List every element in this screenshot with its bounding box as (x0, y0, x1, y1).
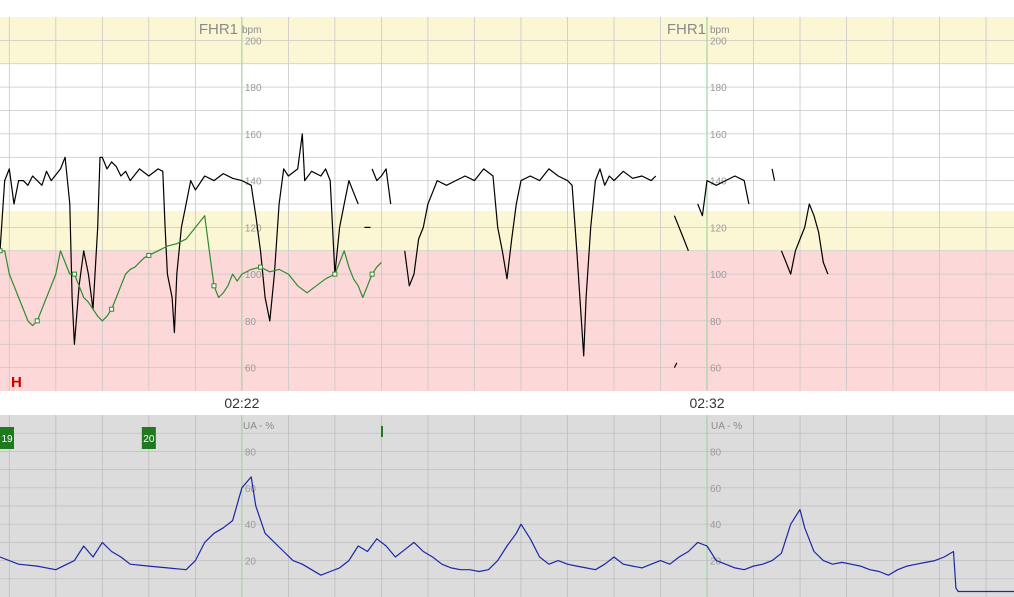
fhr-tick-label: 80 (710, 317, 722, 328)
time-label: 02:32 (689, 395, 724, 411)
ua-tick-label: 20 (245, 557, 257, 568)
ua-event-tick (381, 426, 383, 437)
fhr-trace-line (780, 203, 829, 275)
fhr-trace-line (673, 362, 678, 368)
fhr-unit-label-2: bpm (710, 25, 729, 36)
ua-tick-labels: 80 60 40 20 80 60 40 20 (245, 447, 722, 567)
fhr-series-label: FHR1 (199, 21, 238, 38)
ua-tick-label: 60 (245, 484, 257, 495)
time-axis-strip (0, 391, 1014, 415)
ua-tick-label: 60 (710, 484, 722, 495)
fhr-grid (0, 17, 1014, 391)
fhr-band-normal (0, 64, 1014, 211)
fhr-tick-label: 80 (245, 317, 257, 328)
ua-event-badge-label: 20 (143, 434, 155, 445)
fhr-trace-line (404, 168, 657, 357)
time-label: 02:22 (224, 395, 259, 411)
fhr-unit-label: bpm (242, 25, 261, 36)
time-axis: 02:22 02:32 (0, 391, 1014, 415)
fhr-trace-marker (211, 283, 217, 289)
fhr-band-low (0, 211, 1014, 251)
fhr-tick-label: 160 (710, 130, 727, 141)
ua-tick-label: 40 (245, 520, 257, 531)
fhr-trace-line (697, 175, 750, 217)
fhr-traces (0, 133, 829, 368)
fhr-trace-marker (34, 318, 40, 324)
fhr-trace-marker (109, 306, 115, 312)
ua-tick-label: 80 (710, 447, 722, 458)
ua-event-badge (0, 427, 14, 449)
ua-trace-line (0, 476, 1014, 593)
fhr-tick-label: 140 (710, 177, 727, 188)
fhr-tick-label: 120 (710, 223, 727, 234)
time-labels: 02:22 02:32 (224, 395, 724, 411)
heart-rate-marker: H (11, 374, 22, 391)
ua-tick-label: 20 (710, 557, 722, 568)
fhr-trace-line (771, 168, 776, 181)
fhr-series-label-2: FHR1 (667, 21, 706, 38)
ua-event-badges: 19 20 (0, 427, 156, 449)
fhr-trace-line (371, 168, 392, 205)
fhr-panel: 200 180 160 140 120 100 80 60 200 180 160 140 120 100… (0, 17, 1014, 391)
fhr-tick-label: 60 (245, 364, 257, 375)
fhr-tick-label: 200 (710, 36, 727, 47)
ua-series-label: UA - % (243, 421, 274, 432)
ua-traces (0, 476, 1014, 593)
fhr-tick-label: 100 (245, 270, 262, 281)
fhr-trace-marker (257, 264, 263, 270)
fhr-tick-label: 180 (245, 83, 262, 94)
ua-event-badge-label: 19 (1, 434, 13, 445)
ua-event-badge (141, 427, 156, 449)
ua-tick-label: 80 (245, 447, 257, 458)
fhr-trace-marker (71, 271, 77, 277)
fhr-trace-marker (0, 248, 3, 254)
fhr-trace-marker (146, 252, 152, 258)
fhr-trace-line (0, 133, 359, 345)
fhr-tick-label: 100 (710, 270, 727, 281)
fhr-trace-line (673, 215, 689, 252)
fhr-tick-label: 140 (245, 177, 262, 188)
fhr-trace-line (0, 215, 382, 327)
ua-series-label-2: UA - % (711, 421, 742, 432)
ua-grid (0, 415, 1014, 597)
fhr-tick-label: 200 (245, 36, 262, 47)
fhr-tick-label: 180 (710, 83, 727, 94)
fhr-trace-marker (369, 271, 375, 277)
fhr-tick-label: 160 (245, 130, 262, 141)
fhr-tick-label: 60 (710, 364, 722, 375)
fhr-tick-labels: 200 180 160 140 120 100 80 60 200 180 160 140 120 100… (245, 36, 727, 374)
fhr-tick-label: 120 (245, 223, 262, 234)
fhr-trace-marker (332, 271, 338, 277)
ua-tick-label: 40 (710, 520, 722, 531)
